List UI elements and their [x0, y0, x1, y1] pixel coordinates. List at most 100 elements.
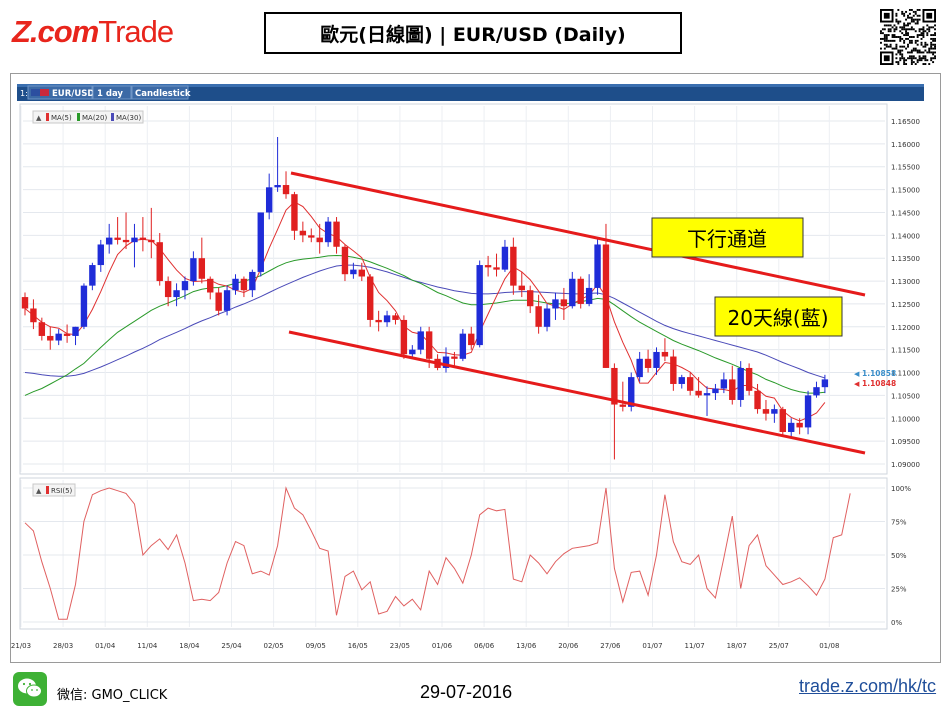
qr-module [891, 39, 894, 42]
qr-module [912, 47, 915, 50]
rsi-panel [19, 477, 888, 630]
qr-module [914, 12, 917, 15]
qr-module [924, 59, 927, 62]
date-tick-label: 11/04 [137, 642, 158, 650]
rsi-tick-label: 75% [891, 519, 907, 527]
qr-module [930, 26, 933, 29]
qr-code-icon [880, 9, 936, 65]
qr-module [907, 24, 909, 27]
qr-module [910, 57, 913, 60]
period-selector[interactable] [92, 85, 132, 100]
price-tick-label: 1.11500 [891, 347, 920, 355]
qr-module [930, 37, 933, 40]
qr-module [924, 63, 927, 65]
qr-module [932, 39, 935, 42]
qr-module [916, 49, 919, 52]
qr-module [924, 41, 927, 44]
qr-module [930, 51, 933, 54]
qr-module [901, 53, 904, 56]
qr-module [934, 28, 936, 31]
qr-module [922, 28, 925, 31]
qr-module [914, 47, 917, 50]
website-link[interactable]: trade.z.com/hk/tc [799, 676, 937, 696]
qr-module [883, 34, 886, 37]
qr-module [880, 37, 882, 40]
collapse-icon[interactable]: ▲ [36, 114, 42, 122]
eu-flag-icon [31, 89, 40, 96]
qr-module [880, 32, 882, 35]
candle-body [821, 379, 829, 388]
candle-body [156, 242, 163, 282]
qr-module [924, 45, 927, 48]
qr-module [899, 39, 902, 42]
price-tick-label: 1.09000 [891, 461, 920, 469]
candle-body [47, 335, 54, 341]
footer: 微信: GMO_CLICK 29-07-2016 trade.z.com/hk/… [0, 668, 952, 711]
qr-module [924, 43, 927, 46]
candle-body [350, 269, 357, 275]
qr-module [895, 61, 898, 64]
qr-module [881, 28, 884, 31]
qr-module [880, 47, 882, 50]
legend-ma30: MA(30) [116, 114, 141, 122]
qr-module [934, 55, 936, 58]
candle-body [249, 271, 256, 291]
qr-module [910, 41, 913, 44]
qr-module [905, 10, 908, 13]
channel-note-box [651, 217, 804, 258]
qr-module [895, 53, 898, 56]
chart-style-selector[interactable] [131, 85, 189, 100]
qr-module [908, 28, 911, 31]
qr-module [887, 30, 890, 33]
qr-module [916, 22, 919, 25]
qr-module [885, 34, 888, 37]
qr-module [934, 32, 936, 35]
qr-module [918, 57, 921, 60]
qr-module [916, 43, 919, 46]
price-tick-label: 1.15500 [891, 164, 920, 172]
wechat-icon[interactable] [13, 672, 47, 706]
candle-body [779, 409, 786, 432]
qr-module [912, 28, 915, 31]
price-tick-label: 1.16000 [891, 141, 920, 149]
qr-module [889, 30, 892, 33]
qr-module [918, 59, 921, 62]
qr-module [899, 59, 902, 62]
qr-module [930, 43, 933, 46]
candle-body [72, 326, 79, 336]
qr-module [908, 55, 911, 58]
qr-module [922, 45, 925, 48]
qr-module [887, 39, 890, 42]
rsi-collapse-icon[interactable]: ▲ [36, 487, 42, 495]
channel-upper-line [290, 171, 866, 297]
candle-body [518, 285, 525, 291]
qr-module [885, 43, 888, 46]
candle-body [788, 422, 795, 432]
qr-module [930, 47, 933, 50]
qr-module [910, 16, 913, 19]
qr-module [895, 18, 898, 21]
qr-module [920, 41, 923, 44]
candle-body [653, 351, 660, 368]
candle-body [106, 237, 113, 245]
qr-module [918, 14, 921, 17]
qr-module [903, 57, 906, 60]
qr-module [908, 9, 911, 11]
candle-body [131, 237, 138, 243]
candle-body [232, 278, 239, 291]
brand-logo[interactable]: Z.comTrade [12, 14, 174, 50]
candlesticks [21, 137, 829, 460]
logo-z: Z.com [12, 14, 99, 49]
candle-body [392, 315, 399, 320]
qr-module [880, 30, 882, 33]
qr-module [885, 45, 888, 48]
qr-module [907, 37, 909, 40]
qr-module [891, 34, 894, 37]
qr-module [912, 18, 915, 21]
qr-module [912, 49, 915, 52]
qr-module [910, 61, 913, 64]
ma30-price-label: 1.10858 [862, 369, 896, 378]
candle-body [122, 239, 130, 243]
date-tick-label: 23/05 [390, 642, 410, 650]
candle-body [409, 349, 416, 355]
